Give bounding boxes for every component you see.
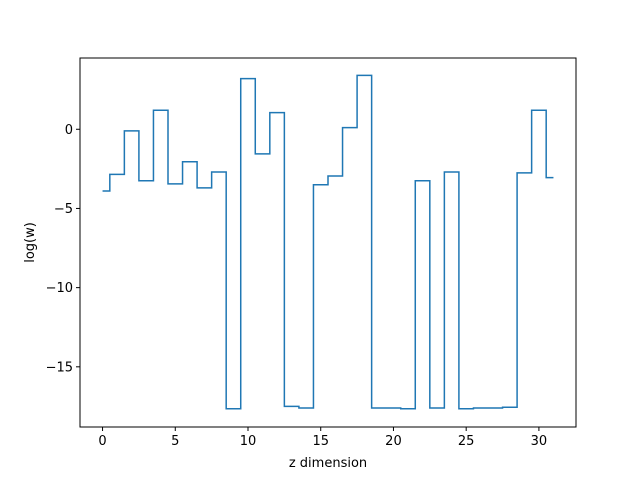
y-tick-label: −10 — [46, 281, 73, 296]
x-tick-label: 0 — [98, 434, 106, 449]
x-tick-label: 25 — [458, 434, 475, 449]
series-layer — [102, 74, 554, 410]
y-axis-label: log(w) — [23, 222, 38, 263]
plot-frame — [79, 57, 577, 428]
x-tick-label: 5 — [171, 434, 179, 449]
series-line — [102, 74, 554, 410]
x-axis-label: z dimension — [289, 456, 367, 471]
x-tick-label: 20 — [385, 434, 402, 449]
ticks-layer: 0 5 10 15 20 25 30 −15 −10 −5 0 — [46, 123, 548, 449]
y-tick-label: 0 — [65, 123, 73, 138]
x-tick-label: 15 — [312, 434, 329, 449]
x-tick-label: 10 — [240, 434, 257, 449]
x-tick-label: 30 — [531, 434, 548, 449]
y-tick-label: −5 — [54, 202, 73, 217]
y-tick-label: −15 — [46, 360, 73, 375]
